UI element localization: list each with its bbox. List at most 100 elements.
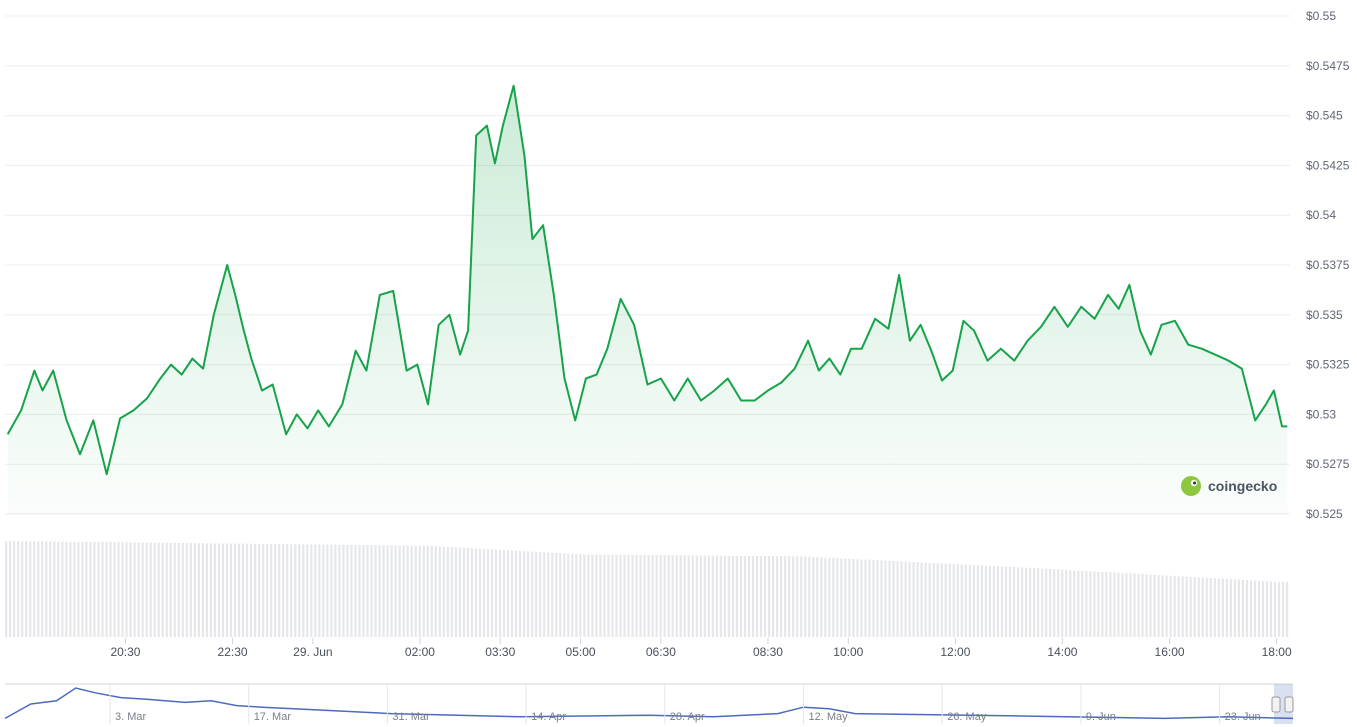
volume-bar [29,541,32,637]
volume-bar [763,556,767,637]
volume-bar [161,542,164,637]
volume-bar [334,544,337,637]
navigator-axis: 3. Mar 17. Mar 31. Mar 14. Apr 28. Apr 12. Ma… [109,684,1261,724]
volume-bar [145,542,148,637]
volume-bar [1129,573,1132,637]
volume-bar [13,541,16,637]
volume-bar [57,541,60,637]
volume-bar [964,564,967,637]
volume-bar [101,542,104,637]
volume-bar [306,544,309,637]
volume-bar [519,550,522,637]
volume-bar [1077,570,1080,637]
volume-bar [1237,579,1241,637]
volume-bar [840,558,843,637]
volume-bar [1197,577,1200,637]
volume-bar [257,543,261,637]
volume-bar [474,548,478,637]
volume-bar [1089,571,1092,637]
volume-bar [727,555,731,637]
volume-bar [1225,578,1228,637]
volume-bar [298,544,301,637]
volume-bar [41,541,44,637]
volume-bar [880,560,883,637]
y-tick-label: $0.55 [1306,9,1336,23]
volume-bar [386,545,389,637]
volume-bar [426,545,429,637]
volume-bar [358,545,361,637]
volume-bar [920,562,923,637]
volume-bar [912,562,915,637]
coingecko-watermark: coingecko [1208,478,1277,494]
volume-bar [197,543,200,637]
navigator-handle-right[interactable] [1284,696,1294,713]
volume-bar [1201,577,1204,637]
volume-bar [370,545,373,637]
volume-bar [812,557,815,637]
volume-bar [105,542,108,637]
volume-bar [1229,579,1232,637]
volume-bar [125,542,128,637]
volume-bar [1049,568,1052,637]
volume-bar [318,544,321,637]
time-navigator[interactable]: 3. Mar 17. Mar 31. Mar 14. Apr 28. Apr 12. Ma… [4,683,1294,724]
volume-bar [205,543,208,637]
volume-bar [33,541,36,637]
volume-bar [189,543,192,637]
volume-bar [1157,575,1160,637]
volume-bar [619,554,622,637]
volume-bar [1141,574,1144,637]
volume-bar [1233,579,1236,637]
x-tick-label: 16:00 [1155,645,1185,659]
volume-bar [952,564,955,637]
volume-bar [97,542,100,637]
navigator-handle-left[interactable] [1271,696,1281,713]
volume-bar [663,555,666,637]
volume-bar [249,543,253,637]
volume-bar [599,554,602,637]
volume-bar [354,544,357,637]
volume-bar [121,542,124,637]
volume-bar [510,550,514,637]
volume-bar [73,541,76,637]
navigator-tick-label: 3. Mar [115,711,147,723]
volume-bar [141,542,144,637]
volume-bar [69,541,72,637]
volume-bar [615,554,618,637]
volume-bar [543,552,546,637]
volume-bar [253,543,257,637]
volume-bar [972,565,975,637]
volume-bar [137,542,140,637]
volume-bar [1053,569,1056,637]
y-tick-label: $0.53 [1306,407,1336,421]
x-axis: 20:30 22:30 29. Jun 02:00 03:30 05:00 06:30 08:… [110,638,1292,659]
volume-bar [611,554,614,637]
volume-bar [165,542,168,637]
volume-bar [229,543,233,637]
volume-bar [884,560,887,637]
volume-bar [796,556,799,637]
volume-bar [928,562,931,637]
volume-bar [755,555,759,637]
volume-bar [1161,575,1164,637]
volume-bar [872,560,875,637]
volume-bar [17,541,20,637]
volume-bar [157,542,160,637]
volume-bar [398,545,401,637]
volume-bar [498,549,502,637]
volume-bar [1269,581,1273,637]
volume-bar [559,553,562,637]
volume-bar [1277,581,1281,637]
navigator-selection[interactable] [1274,684,1293,724]
volume-bar [85,541,88,637]
volume-bar [623,554,626,637]
volume-bar [514,550,518,637]
volume-bar [940,563,943,637]
y-tick-label: $0.5275 [1306,457,1350,471]
volume-bar [1189,576,1192,637]
volume-bar [699,555,702,637]
volume-bar [924,562,927,637]
volume-bar [378,545,381,637]
volume-bar [45,541,48,637]
